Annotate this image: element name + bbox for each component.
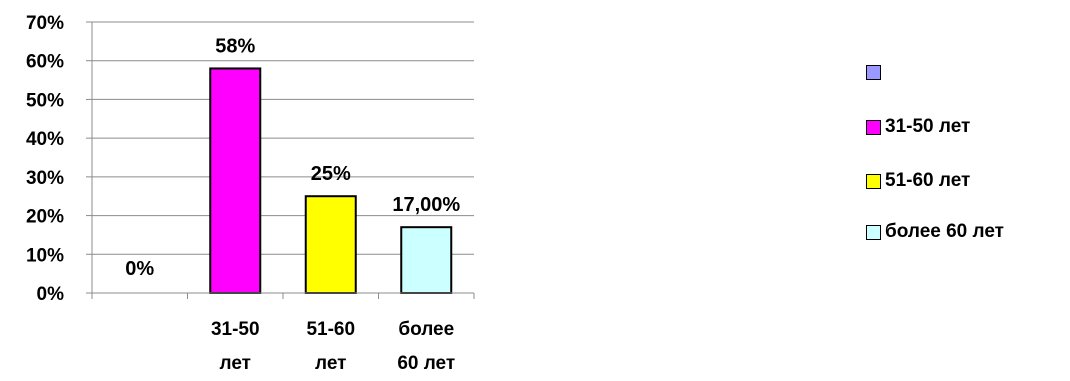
bar [304, 195, 357, 294]
y-tick-label: 10% [26, 245, 64, 266]
y-tick-label: 60% [26, 52, 64, 73]
legend-label: 31-50 лет [885, 116, 971, 137]
bar [400, 226, 453, 294]
gridlines [86, 21, 474, 294]
y-tick-label: 50% [26, 90, 64, 111]
y-tick-label: 0% [37, 284, 65, 305]
category-labels: 31-50 лет 51-60 лет более 60 лет [211, 319, 455, 374]
data-label: 17,00% [392, 194, 460, 216]
category-label: более [398, 319, 454, 340]
bars [209, 67, 453, 295]
y-tick-label: 30% [26, 168, 64, 189]
bar [209, 67, 262, 295]
legend-item: более 60 лет [866, 220, 1004, 244]
category-label: лет [315, 353, 346, 374]
data-label: 58% [215, 35, 255, 57]
data-label: 0% [125, 258, 154, 280]
legend-swatch [866, 224, 881, 240]
data-labels: 0% 58% 25% 17,00% [125, 35, 460, 280]
y-tick-labels: 0% 10% 20% 30% 40% 50% 60% 70% [26, 13, 64, 305]
legend-item: 51-60 лет [866, 169, 970, 193]
legend-item: 31-50 лет [866, 115, 970, 139]
category-label: 51-60 [306, 319, 355, 340]
category-label: 31-50 [211, 319, 260, 340]
category-label: лет [220, 353, 251, 374]
legend-swatch [866, 64, 881, 80]
legend-label: 51-60 лет [885, 170, 971, 191]
legend-swatch [866, 119, 881, 135]
legend-item [866, 60, 885, 84]
category-label: 60 лет [397, 353, 455, 374]
axes [91, 22, 475, 299]
y-tick-label: 20% [26, 207, 64, 228]
y-tick-label: 70% [26, 13, 64, 34]
bar-chart: 0% 10% 20% 30% 40% 50% 60% 70% 0% 58% 25% 17,00% 3… [26, 13, 475, 374]
legend-swatch [866, 173, 881, 189]
y-tick-label: 40% [26, 129, 64, 150]
legend-label: более 60 лет [885, 221, 1004, 242]
data-label: 25% [311, 163, 351, 185]
